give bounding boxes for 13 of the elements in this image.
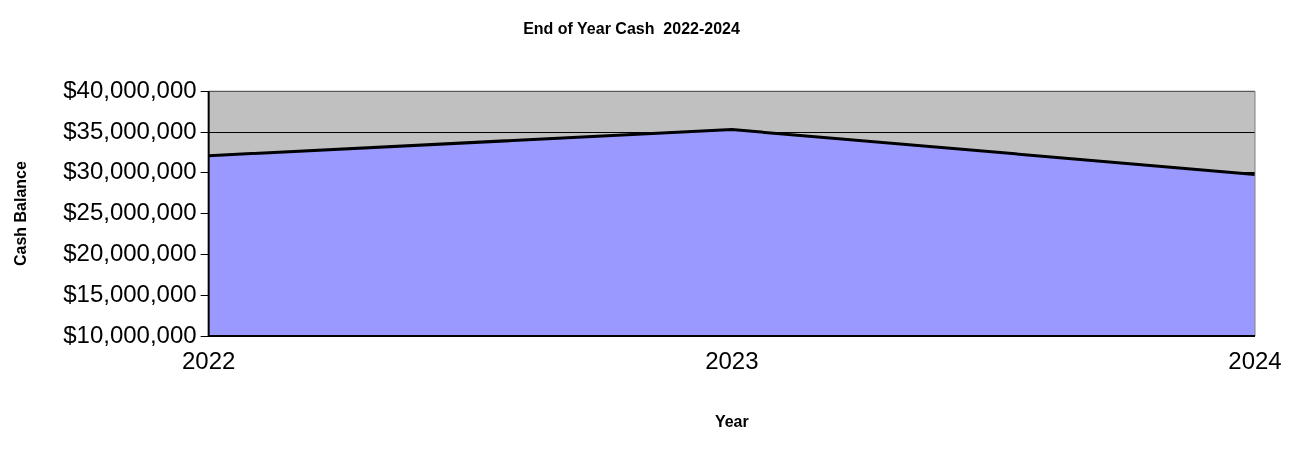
- y-tick-label: $40,000,000: [63, 75, 197, 103]
- x-tick-label: 2024: [1228, 347, 1282, 375]
- y-tick-label: $10,000,000: [63, 320, 197, 348]
- x-axis-title: Year: [714, 412, 749, 430]
- y-tick-label: $35,000,000: [63, 116, 197, 144]
- chart-title: End of Year Cash 2022-2024: [523, 20, 740, 38]
- x-tick-label: 2022: [181, 347, 236, 375]
- y-tick-label: $30,000,000: [63, 157, 197, 185]
- y-tick-label: $20,000,000: [63, 239, 197, 267]
- y-axis-title: Cash Balance: [12, 161, 30, 267]
- x-tick-label: 2023: [705, 347, 759, 375]
- y-tick-label: $15,000,000: [63, 279, 197, 307]
- y-tick-label: $25,000,000: [63, 198, 197, 226]
